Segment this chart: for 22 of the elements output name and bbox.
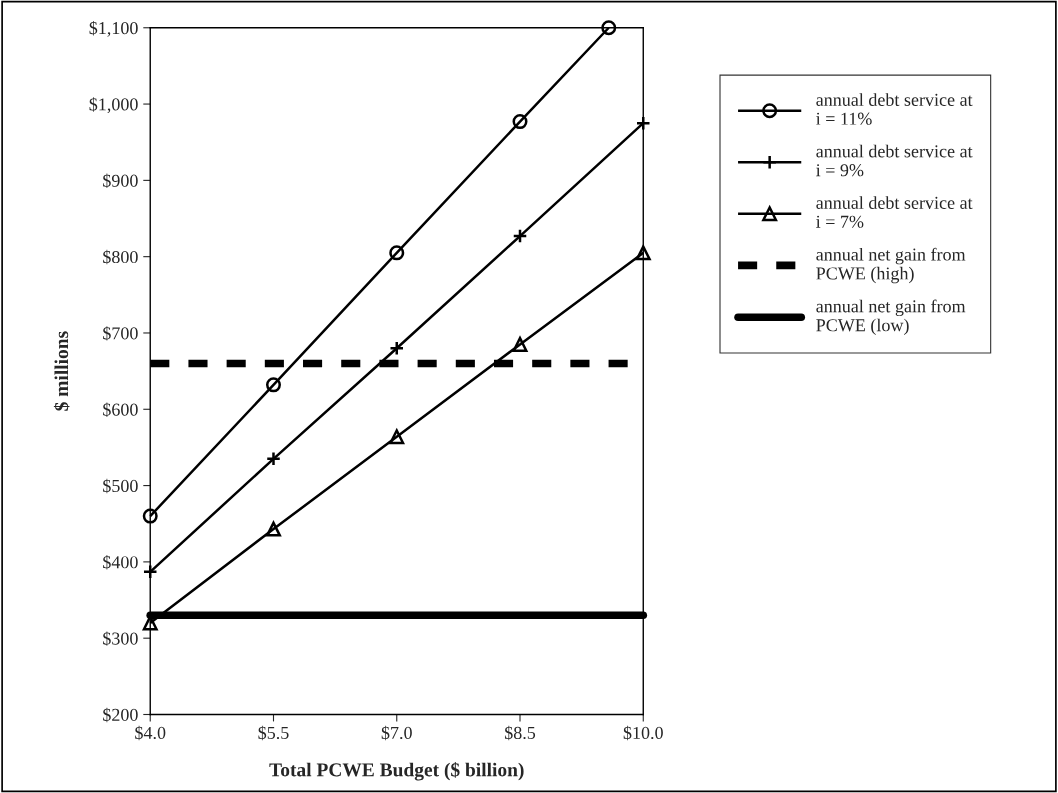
x-tick-label: $7.0 bbox=[381, 725, 412, 741]
y-tick-label: $900 bbox=[103, 173, 138, 188]
y-tick-label: $500 bbox=[103, 478, 138, 494]
x-tick-label: $4.0 bbox=[135, 725, 166, 741]
x-tick-label: $5.5 bbox=[258, 725, 289, 741]
y-tick-label: $700 bbox=[103, 326, 138, 341]
y-tick-label: $200 bbox=[103, 707, 138, 723]
legend-label: annual net gain from PCWE (low) bbox=[816, 299, 966, 335]
y-tick-label: $800 bbox=[103, 249, 138, 265]
y-tick-label: $300 bbox=[103, 631, 138, 646]
x-tick-label: $8.5 bbox=[504, 725, 536, 741]
legend-label: annual debt service at i = 7% bbox=[816, 196, 973, 228]
y-tick-label: $400 bbox=[103, 555, 138, 570]
y-tick-label: $1,100 bbox=[89, 20, 138, 37]
x-tick-label: $10.0 bbox=[623, 725, 663, 741]
x-axis-title: Total PCWE Budget ($ billion) bbox=[269, 762, 524, 781]
y-tick-label: $600 bbox=[103, 402, 138, 417]
y-tick-label: $1,000 bbox=[89, 97, 138, 114]
legend-label: annual debt service at i = 9% bbox=[816, 144, 973, 177]
y-axis-title: $ millions bbox=[53, 331, 70, 411]
legend-label: annual debt service at i = 11% bbox=[816, 93, 973, 125]
legend-label: annual net gain from PCWE (high) bbox=[816, 247, 966, 284]
